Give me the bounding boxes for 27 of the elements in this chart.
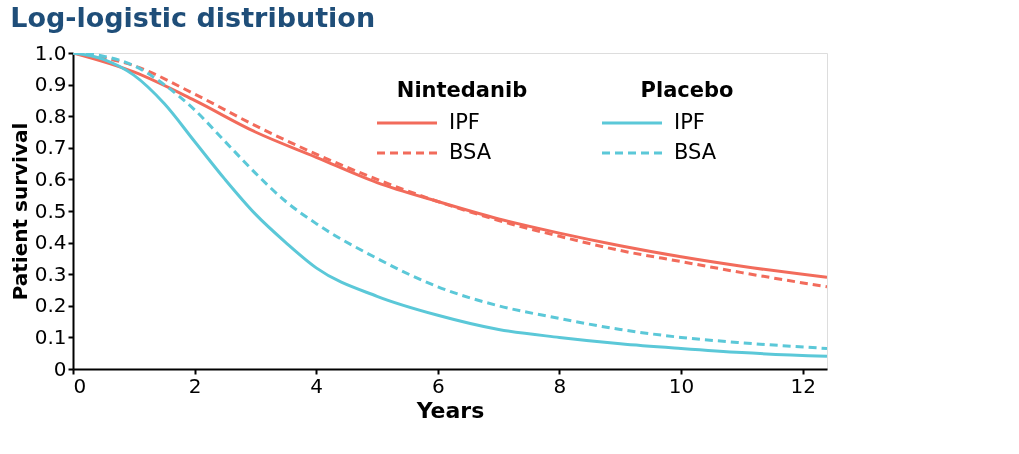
y-tick-label: 0.3 bbox=[34, 261, 67, 286]
x-tick-label: 10 bbox=[668, 373, 695, 398]
y-tick-label: 0 bbox=[53, 356, 67, 381]
legend-label: BSA bbox=[674, 140, 717, 164]
x-axis-title: Years bbox=[415, 397, 485, 423]
x-tick-label: 0 bbox=[73, 373, 87, 398]
x-tick-label: 12 bbox=[790, 373, 816, 398]
y-tick-label: 0.5 bbox=[34, 198, 67, 223]
legend-label: BSA bbox=[449, 140, 492, 164]
y-tick-label: 0.8 bbox=[34, 103, 67, 128]
y-tick-label: 1.0 bbox=[34, 40, 67, 65]
y-tick-label: 0.9 bbox=[34, 72, 67, 97]
y-tick-label: 0.7 bbox=[34, 135, 67, 160]
x-tick-label: 6 bbox=[431, 373, 445, 398]
x-tick-label: 8 bbox=[553, 373, 567, 398]
legend-label: IPF bbox=[449, 110, 480, 134]
y-tick-label: 0.4 bbox=[34, 230, 67, 255]
y-tick-label: 0.6 bbox=[34, 166, 67, 191]
text: Nintedanib bbox=[396, 78, 528, 102]
y-tick-label: 0.2 bbox=[34, 293, 67, 318]
chart-title: Log-logistic distribution bbox=[10, 2, 376, 33]
x-tick-label: 4 bbox=[310, 373, 324, 398]
text: Placebo bbox=[640, 78, 734, 102]
y-axis-title: Patient survival bbox=[7, 122, 32, 301]
x-tick-label: 2 bbox=[188, 373, 202, 398]
y-tick-label: 0.1 bbox=[34, 324, 67, 349]
legend-label: IPF bbox=[674, 110, 705, 134]
